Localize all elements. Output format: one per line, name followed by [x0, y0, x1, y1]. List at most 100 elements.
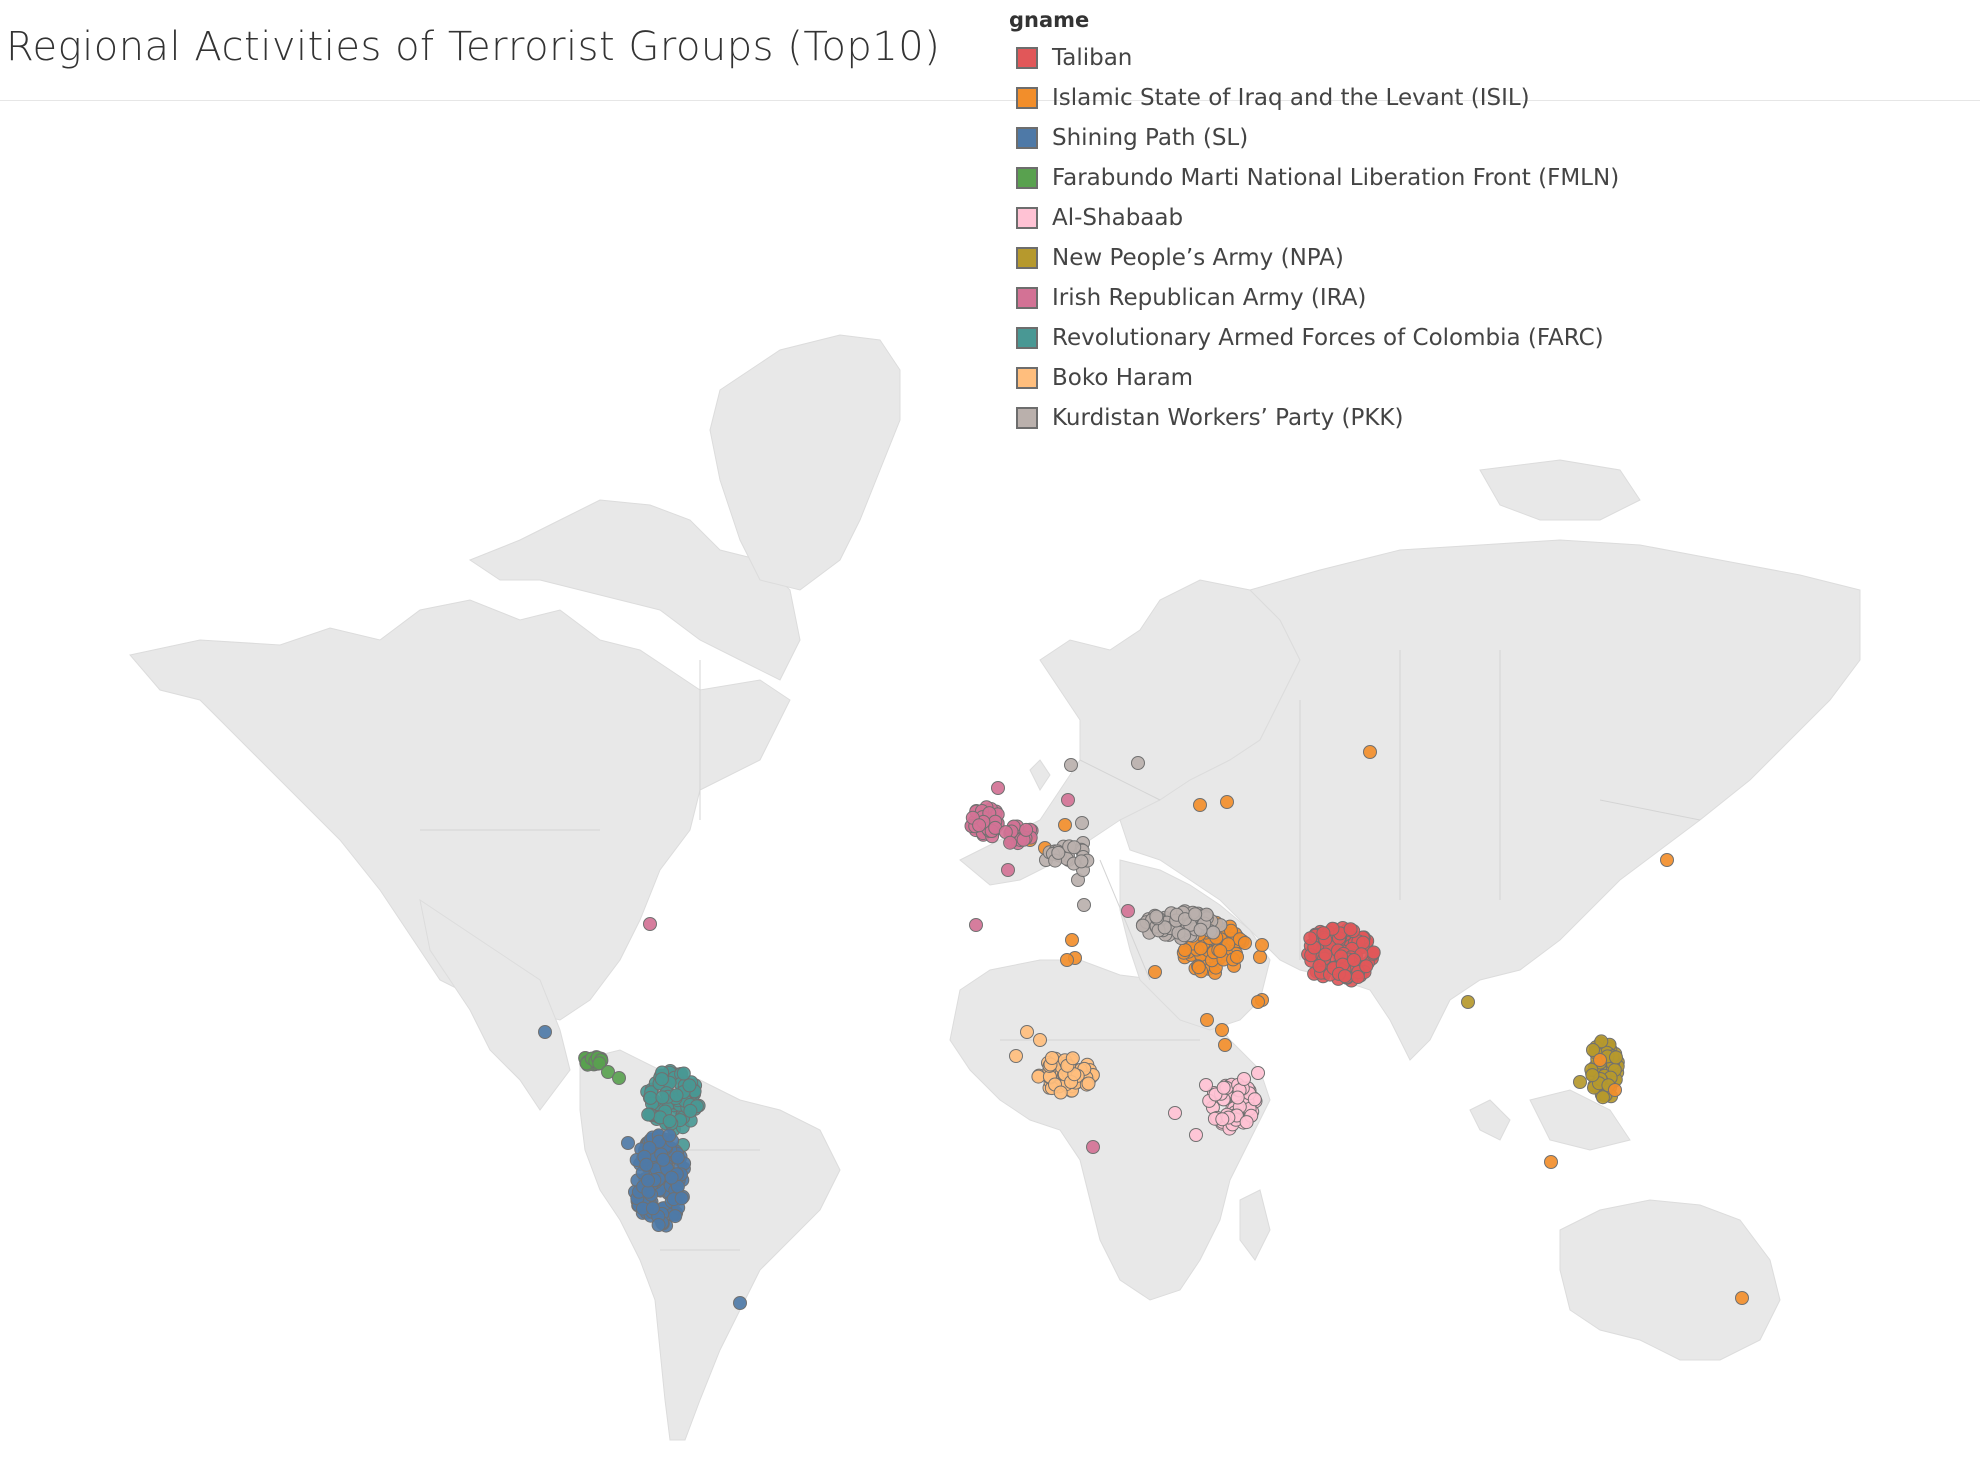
- ira-event[interactable]: [1086, 1140, 1100, 1154]
- pkk-event[interactable]: [1157, 920, 1172, 935]
- legend-item-npa[interactable]: New People’s Army (NPA): [1008, 238, 1619, 278]
- isil-event[interactable]: [1238, 936, 1252, 950]
- shining-path-event[interactable]: [651, 1218, 666, 1232]
- al-shabaab-event[interactable]: [1239, 1115, 1254, 1130]
- taliban-event[interactable]: [1318, 947, 1333, 962]
- boko-haram-event[interactable]: [1065, 1051, 1080, 1066]
- shining-path-event[interactable]: [621, 1136, 635, 1150]
- pkk-event[interactable]: [1135, 918, 1150, 933]
- al-shabaab-event[interactable]: [1216, 1080, 1231, 1095]
- npa-event[interactable]: [1594, 1034, 1609, 1049]
- isil-event[interactable]: [1178, 943, 1192, 957]
- legend-item-taliban[interactable]: Taliban: [1008, 38, 1619, 78]
- taliban-event[interactable]: [1366, 945, 1381, 960]
- isil-event[interactable]: [1193, 941, 1208, 956]
- isil-event[interactable]: [1220, 795, 1234, 809]
- npa-event[interactable]: [1573, 1075, 1587, 1089]
- boko-haram-event[interactable]: [1020, 1025, 1034, 1039]
- pkk-event[interactable]: [1074, 854, 1089, 869]
- isil-event[interactable]: [1213, 944, 1228, 958]
- al-shabaab-event[interactable]: [1199, 1078, 1213, 1092]
- isil-event[interactable]: [1060, 953, 1074, 967]
- isil-event[interactable]: [1200, 1013, 1214, 1027]
- al-shabaab-event[interactable]: [1237, 1072, 1251, 1086]
- farc-event[interactable]: [654, 1072, 669, 1087]
- farc-event[interactable]: [682, 1078, 697, 1093]
- ira-event[interactable]: [991, 781, 1005, 795]
- farc-event[interactable]: [643, 1090, 658, 1105]
- farc-event[interactable]: [676, 1066, 691, 1081]
- legend-item-ira[interactable]: Irish Republican Army (IRA): [1008, 278, 1619, 318]
- boko-haram-event[interactable]: [1081, 1076, 1096, 1091]
- pkk-event[interactable]: [1075, 816, 1089, 830]
- shining-path-event[interactable]: [656, 1152, 671, 1167]
- npa-event[interactable]: [1461, 995, 1475, 1009]
- boko-haram-event[interactable]: [1033, 1033, 1047, 1047]
- al-shabaab-event[interactable]: [1247, 1092, 1262, 1107]
- ira-event[interactable]: [969, 918, 983, 932]
- ira-event[interactable]: [1061, 793, 1075, 807]
- pkk-event[interactable]: [1193, 922, 1208, 937]
- isil-event[interactable]: [1058, 818, 1072, 832]
- legend-item-farc[interactable]: Revolutionary Armed Forces of Colombia (…: [1008, 318, 1619, 358]
- fmln-event[interactable]: [612, 1071, 626, 1085]
- npa-event[interactable]: [1609, 1050, 1623, 1065]
- taliban-event[interactable]: [1350, 970, 1365, 984]
- fmln-event[interactable]: [592, 1056, 607, 1071]
- fmln-event[interactable]: [601, 1065, 615, 1079]
- farc-event[interactable]: [683, 1103, 698, 1118]
- taliban-event[interactable]: [1359, 959, 1374, 974]
- isil-event[interactable]: [1735, 1291, 1749, 1305]
- shining-path-event[interactable]: [639, 1157, 654, 1172]
- npa-event[interactable]: [1585, 1068, 1600, 1083]
- legend-item-isil[interactable]: Islamic State of Iraq and the Levant (IS…: [1008, 78, 1619, 118]
- pkk-event[interactable]: [1177, 928, 1192, 943]
- ira-event[interactable]: [643, 917, 657, 931]
- taliban-event[interactable]: [1312, 958, 1327, 973]
- legend-item-al-shabaab[interactable]: Al-Shabaab: [1008, 198, 1619, 238]
- isil-event[interactable]: [1215, 1023, 1229, 1037]
- taliban-event[interactable]: [1347, 953, 1361, 967]
- shining-path-event[interactable]: [668, 1209, 683, 1224]
- isil-event[interactable]: [1065, 933, 1079, 947]
- legend-item-boko-haram[interactable]: Boko Haram: [1008, 358, 1619, 398]
- al-shabaab-event[interactable]: [1189, 1128, 1203, 1142]
- shining-path-event[interactable]: [641, 1173, 655, 1188]
- taliban-event[interactable]: [1316, 926, 1331, 941]
- isil-event[interactable]: [1193, 798, 1207, 812]
- pkk-event[interactable]: [1067, 840, 1082, 855]
- legend-item-fmln[interactable]: Farabundo Marti National Liberation Fron…: [1008, 158, 1619, 198]
- isil-event[interactable]: [1593, 1053, 1607, 1067]
- pkk-event[interactable]: [1149, 909, 1164, 924]
- shining-path-event[interactable]: [670, 1150, 685, 1165]
- isil-event[interactable]: [1218, 1038, 1232, 1052]
- isil-event[interactable]: [1224, 923, 1238, 938]
- al-shabaab-event[interactable]: [1251, 1066, 1265, 1080]
- isil-event[interactable]: [1255, 938, 1269, 952]
- npa-event[interactable]: [1586, 1043, 1600, 1057]
- taliban-event[interactable]: [1337, 969, 1352, 984]
- isil-event[interactable]: [1608, 1083, 1622, 1097]
- boko-haram-event[interactable]: [1009, 1049, 1023, 1063]
- event-points-layer[interactable]: [538, 745, 1749, 1310]
- al-shabaab-event[interactable]: [1230, 1090, 1245, 1105]
- boko-haram-event[interactable]: [1053, 1085, 1068, 1100]
- shining-path-event[interactable]: [674, 1191, 689, 1206]
- shining-path-event[interactable]: [645, 1201, 660, 1216]
- npa-event[interactable]: [1595, 1090, 1610, 1105]
- isil-event[interactable]: [1660, 853, 1674, 867]
- farc-event[interactable]: [662, 1114, 677, 1129]
- ira-event[interactable]: [1019, 822, 1034, 837]
- pkk-event[interactable]: [1077, 898, 1091, 912]
- taliban-event[interactable]: [1303, 931, 1318, 946]
- pkk-event[interactable]: [1131, 756, 1145, 770]
- al-shabaab-event[interactable]: [1168, 1106, 1182, 1120]
- legend-item-pkk[interactable]: Kurdistan Workers’ Party (PKK): [1008, 398, 1619, 438]
- isil-event[interactable]: [1251, 995, 1265, 1009]
- isil-event[interactable]: [1230, 949, 1244, 964]
- pkk-event[interactable]: [1051, 845, 1066, 860]
- farc-event[interactable]: [655, 1090, 670, 1105]
- isil-event[interactable]: [1544, 1155, 1558, 1169]
- isil-event[interactable]: [1363, 745, 1377, 759]
- shining-path-event[interactable]: [733, 1296, 747, 1310]
